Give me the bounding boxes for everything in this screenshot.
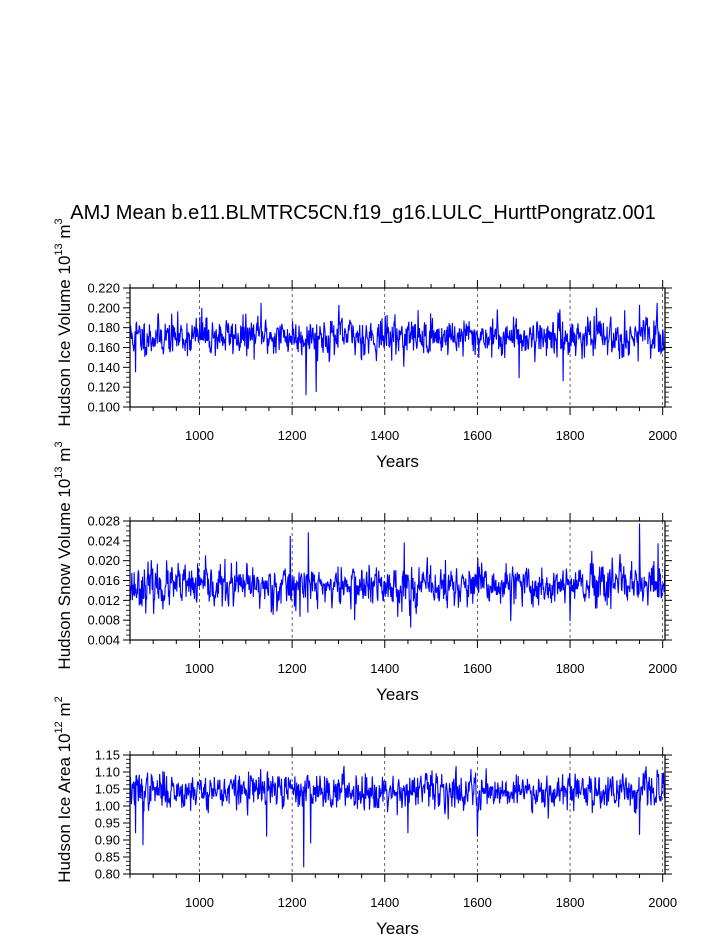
series-line bbox=[130, 523, 665, 628]
ytick-label: 0.004 bbox=[87, 633, 120, 648]
xtick-label: 2000 bbox=[648, 895, 677, 910]
panel-1: 1000 1200 1400 1600 1800 2000 0.100 0.120 0.140 0… bbox=[53, 218, 677, 471]
y-axis-label: Hudson Ice Volume 1013 m3 bbox=[53, 218, 74, 426]
ytick-label: 1.00 bbox=[95, 799, 120, 814]
panel-3: 1000 1200 1400 1600 1800 2000 0.80 0.85 0.90 0.95… bbox=[53, 696, 677, 935]
xtick-label: 1000 bbox=[185, 661, 214, 676]
xtick-label: 1600 bbox=[463, 661, 492, 676]
ytick-label: 0.220 bbox=[87, 281, 120, 296]
xtick-label: 1200 bbox=[278, 895, 307, 910]
xtick-label: 2000 bbox=[648, 428, 677, 443]
xtick-label: 1800 bbox=[556, 661, 585, 676]
xtick-label: 1800 bbox=[556, 895, 585, 910]
panel-2: 1000 1200 1400 1600 1800 2000 0.004 0.008 0.012 0… bbox=[53, 441, 677, 704]
ytick-label: 0.90 bbox=[95, 833, 120, 848]
ytick-label: 1.15 bbox=[95, 748, 120, 763]
ytick-label: 0.85 bbox=[95, 850, 120, 865]
xtick-label: 1400 bbox=[370, 895, 399, 910]
ytick-label: 0.180 bbox=[87, 320, 120, 335]
xtick-label: 1200 bbox=[278, 661, 307, 676]
xtick-label: 1600 bbox=[463, 895, 492, 910]
series-line bbox=[130, 765, 665, 868]
ytick-label: 0.020 bbox=[87, 553, 120, 568]
ytick-label: 0.140 bbox=[87, 360, 120, 375]
y-axis-label: Hudson Ice Area 1012 m2 bbox=[53, 696, 74, 883]
xtick-label: 1800 bbox=[556, 428, 585, 443]
xtick-label: 1200 bbox=[278, 428, 307, 443]
ytick-label: 0.028 bbox=[87, 514, 120, 529]
chart-title: AMJ Mean b.e11.BLMTRC5CN.f19_g16.LULC_Hu… bbox=[70, 202, 655, 224]
ytick-label: 0.016 bbox=[87, 573, 120, 588]
x-axis-label: Years bbox=[376, 919, 419, 935]
xtick-label: 1000 bbox=[185, 895, 214, 910]
ytick-label: 0.024 bbox=[87, 533, 120, 548]
ytick-label: 1.05 bbox=[95, 782, 120, 797]
xtick-label: 1000 bbox=[185, 428, 214, 443]
ytick-label: 0.80 bbox=[95, 867, 120, 882]
x-axis-label: Years bbox=[376, 452, 419, 471]
ytick-label: 1.10 bbox=[95, 765, 120, 780]
x-axis-label: Years bbox=[376, 685, 419, 704]
ytick-label: 0.160 bbox=[87, 340, 120, 355]
y-axis-label: Hudson Snow Volume 1013 m3 bbox=[53, 441, 74, 669]
ytick-label: 0.100 bbox=[87, 400, 120, 415]
ytick-label: 0.008 bbox=[87, 613, 120, 628]
ytick-label: 0.012 bbox=[87, 593, 120, 608]
panels: 1000 1200 1400 1600 1800 2000 0.100 0.120 0.140 0… bbox=[53, 218, 677, 935]
xtick-label: 2000 bbox=[648, 661, 677, 676]
xtick-label: 1400 bbox=[370, 428, 399, 443]
ytick-label: 0.120 bbox=[87, 380, 120, 395]
ytick-label: 0.95 bbox=[95, 816, 120, 831]
xtick-label: 1600 bbox=[463, 428, 492, 443]
xtick-label: 1400 bbox=[370, 661, 399, 676]
series-line bbox=[130, 302, 665, 396]
ytick-label: 0.200 bbox=[87, 300, 120, 315]
